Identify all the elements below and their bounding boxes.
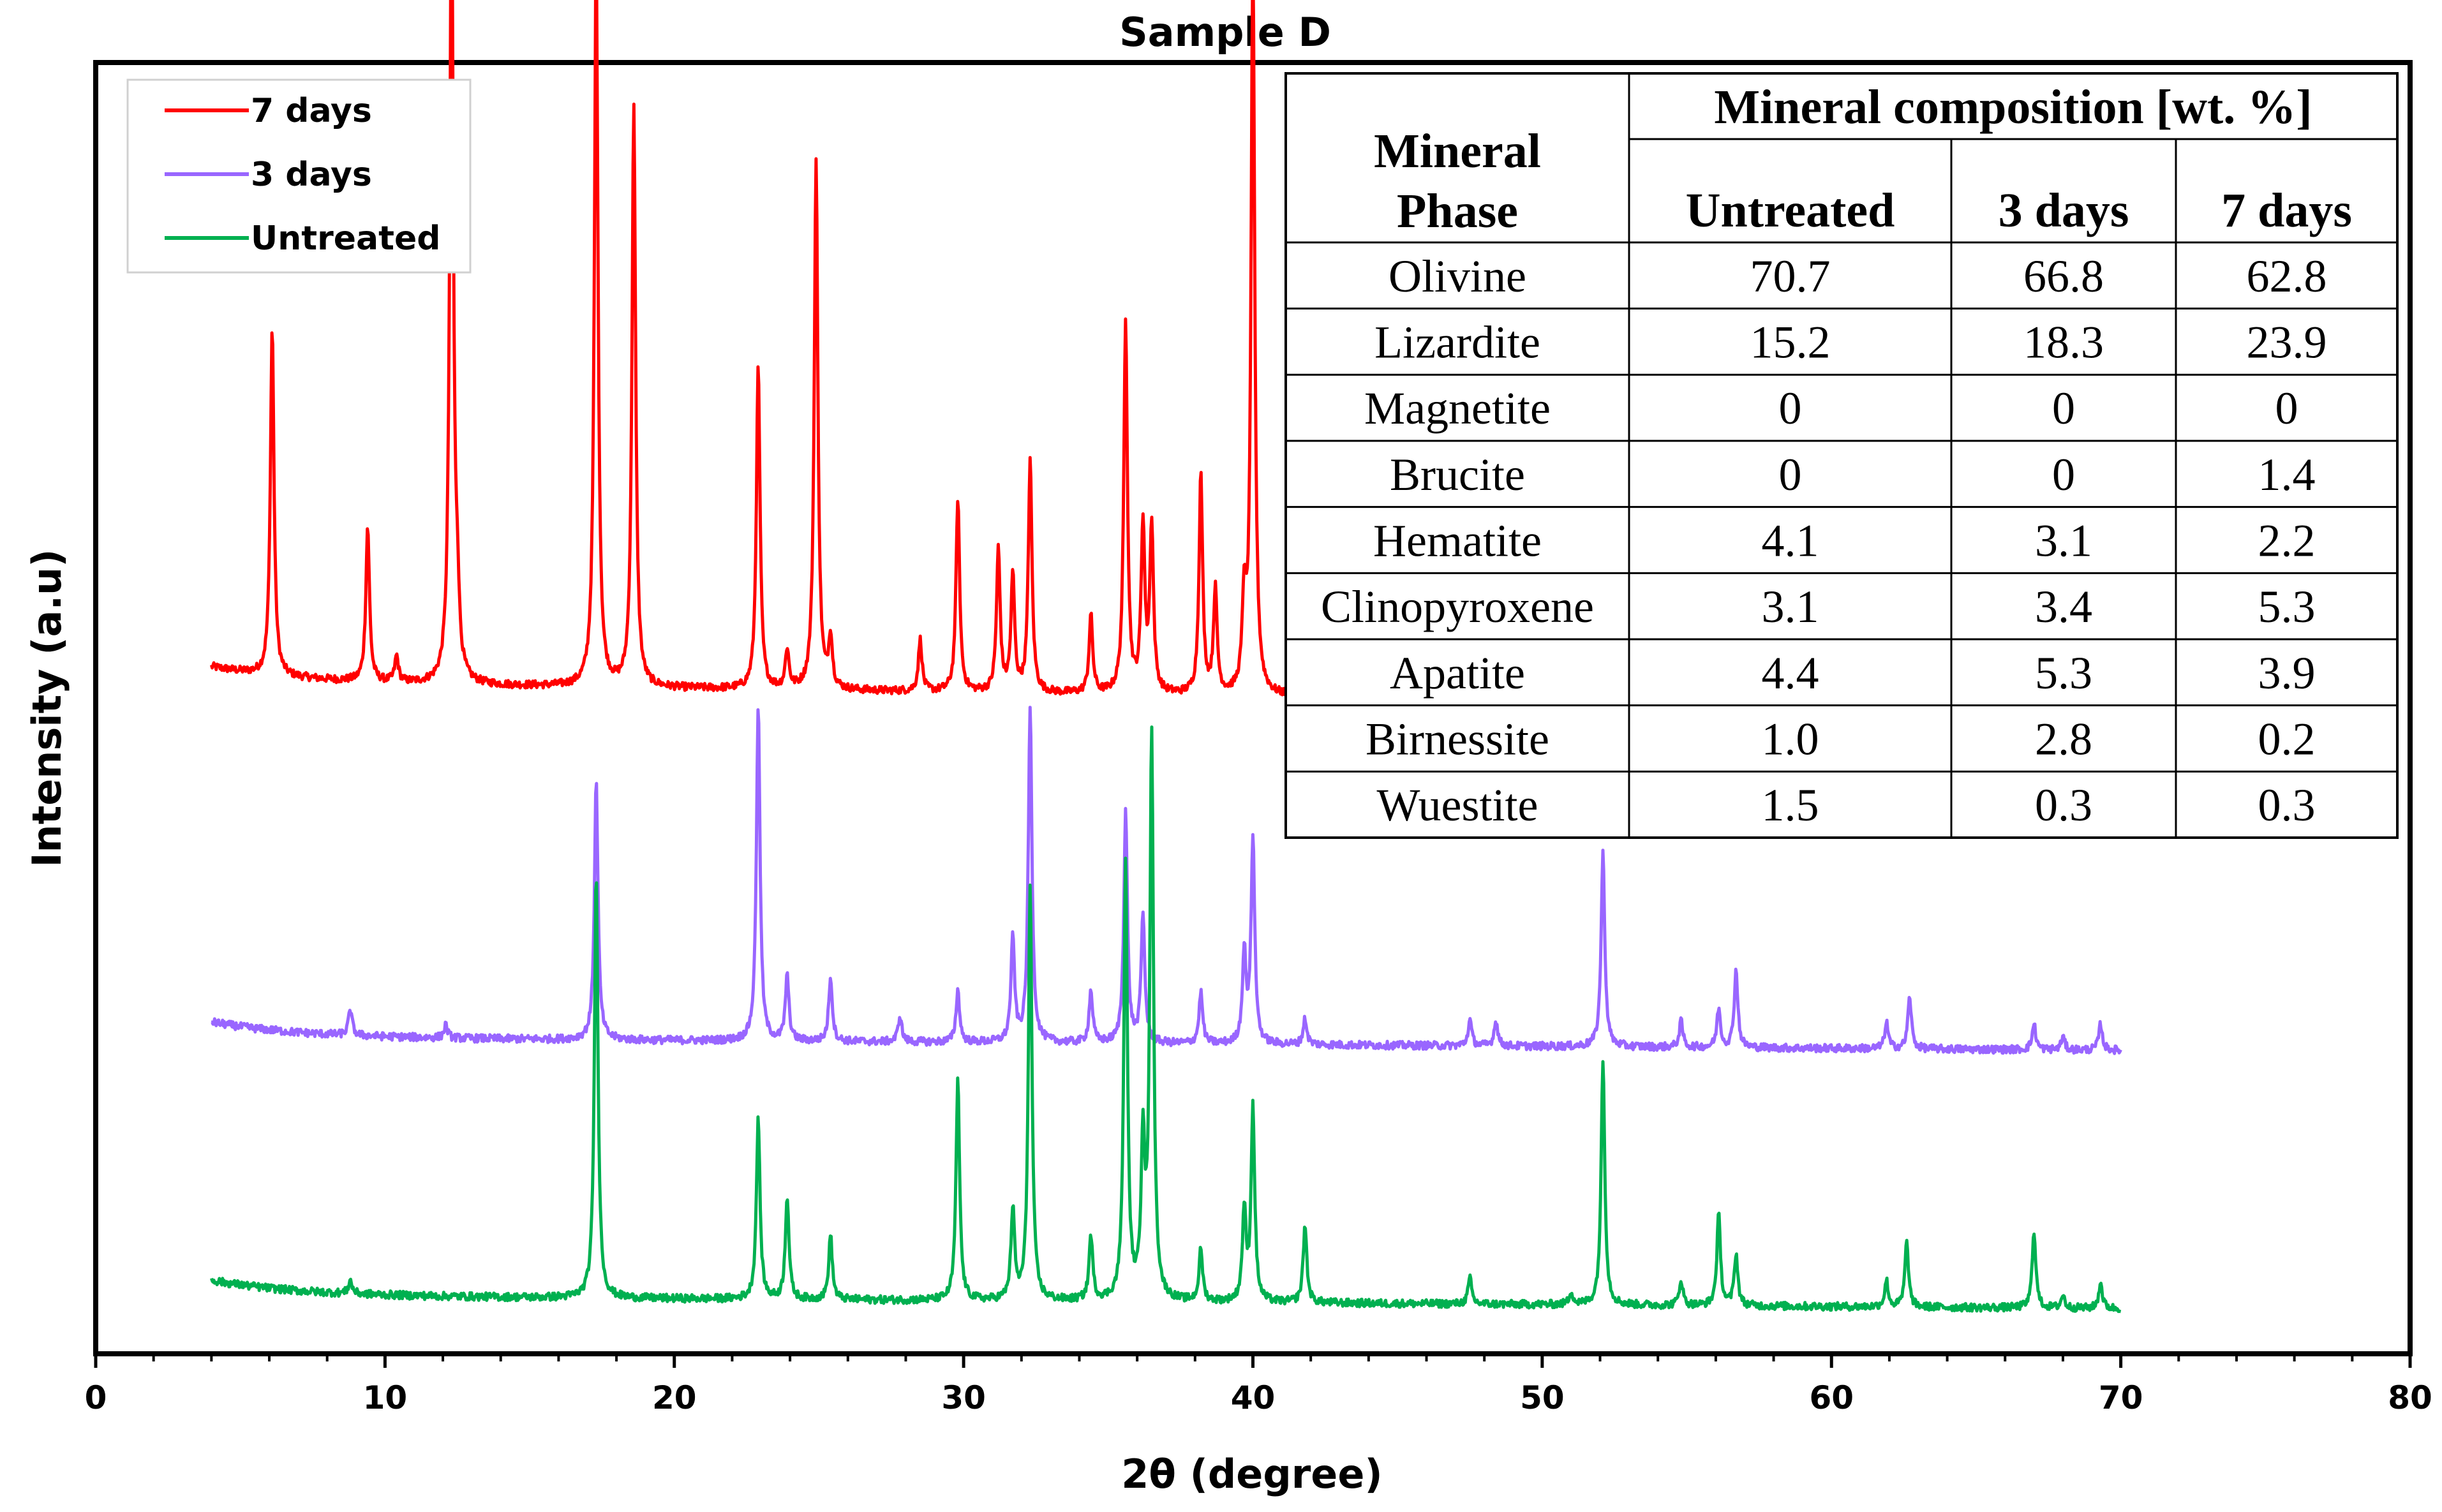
table-cell-value: 18.3 [2023,317,2104,368]
table-cell-value: 3.1 [1762,581,1819,632]
x-tick-label: 70 [2099,1379,2143,1416]
mineral-composition-table: Mineral Phase Mineral composition [wt. %] U… [1284,72,2399,839]
table-cell-value: 1.4 [2258,449,2316,500]
table-cell-phase: Clinopyroxene [1321,581,1594,632]
chart-title: Sample D [1119,9,1331,56]
table-cell-value: 4.4 [1762,648,1819,699]
table-frame [1284,72,2399,839]
table-cell-phase: Olivine [1389,251,1526,302]
table-cell-value: 3.4 [2035,581,2092,632]
table-cell-phase: Hematite [1373,515,1542,567]
table-cell-value: 0 [2052,449,2075,500]
table-cell-phase: Magnetite [1364,383,1551,434]
legend-label: Untreated [251,219,440,258]
legend: 7 days 3 days Untreated [126,78,472,274]
table-cell-value: 5.3 [2035,648,2092,699]
x-tick-label: 60 [1809,1379,1854,1416]
table-cell-phase: Wuestite [1376,780,1538,831]
table-cell-value: 2.8 [2035,714,2092,765]
table-cell-value: 0.2 [2258,714,2316,765]
table-cell-phase: Lizardite [1374,317,1540,368]
table-cell-value: 0.3 [2035,780,2092,831]
table-cell-value: 0 [1779,383,1802,434]
x-axis-label: 2θ (degree) [1121,1451,1382,1497]
x-tick-label: 10 [363,1379,408,1416]
legend-items: 7 days 3 days Untreated [165,92,440,258]
table-cell-value: 1.0 [1762,714,1819,765]
table-cell-phase: Apatite [1390,648,1525,699]
table-cell-value: 62.8 [2247,251,2327,302]
table-cell-value: 15.2 [1750,317,1831,368]
table-cell-value: 5.3 [2258,581,2316,632]
table-cell-value: 3.9 [2258,648,2316,699]
table-cell-value: 0 [1779,449,1802,500]
table-column-header: 3 days [1999,184,2129,237]
table-cell-value: 3.1 [2035,515,2092,567]
x-tick-label: 80 [2388,1379,2432,1416]
table-cell-value: 2.2 [2258,515,2316,567]
x-axis-ticks: 0 10 20 30 40 50 60 70 80 [85,1354,2432,1416]
table-cell-value: 4.1 [1762,515,1819,567]
table-header-group: Mineral composition [wt. %] [1714,80,2312,134]
series-line-untreated [210,725,2122,1314]
table-cell-value: 0.3 [2258,780,2316,831]
table-header-phase: Mineral Phase [1374,124,1541,238]
x-tick-label: 20 [652,1379,697,1416]
table-cell-value: 66.8 [2023,251,2104,302]
table-cell-value: 23.9 [2247,317,2327,368]
x-tick-label: 30 [941,1379,986,1416]
table-column-header: Untreated [1686,184,1895,237]
table-cell-value: 70.7 [1750,251,1831,302]
x-tick-label: 0 [85,1379,107,1416]
table-cell-value: 1.5 [1762,780,1819,831]
legend-label: 7 days [251,92,372,130]
table-cell-phase: Brucite [1390,449,1525,500]
x-tick-label: 40 [1231,1379,1276,1416]
legend-label: 3 days [251,156,372,194]
series-line-3-days [211,706,2122,1055]
y-axis-label: Intensity (a.u) [24,549,70,867]
table-cell-value: 0 [2275,383,2298,434]
table-cell-value: 0 [2052,383,2075,434]
table-cell-phase: Birnessite [1366,714,1549,765]
table-column-header: 7 days [2221,184,2352,237]
x-tick-label: 50 [1520,1379,1565,1416]
